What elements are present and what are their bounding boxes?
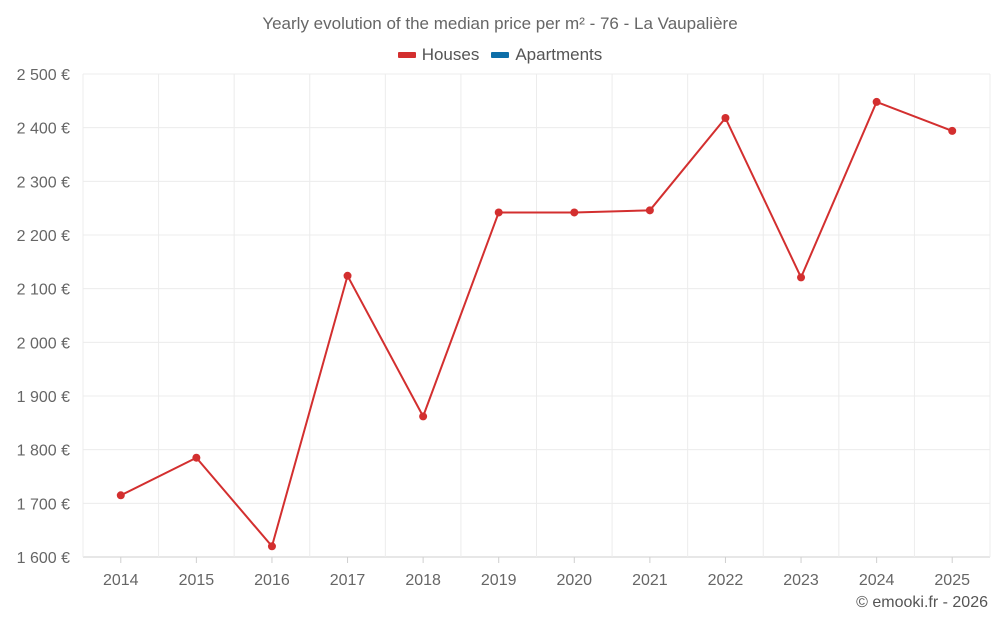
data-point-houses-2023[interactable] [797, 273, 806, 282]
data-point-houses-2025[interactable] [948, 126, 957, 135]
x-tick-label: 2017 [330, 572, 366, 589]
legend: Houses Apartments [0, 45, 1000, 65]
data-point-houses-2015[interactable] [192, 453, 201, 462]
legend-label-houses: Houses [421, 45, 480, 64]
x-tick-label: 2020 [556, 572, 592, 589]
y-tick-label: 2 000 € [17, 335, 70, 352]
x-tick-label: 2021 [632, 572, 668, 589]
x-tick-label: 2015 [179, 572, 215, 589]
y-tick-label: 1 700 € [17, 496, 70, 513]
x-tick-label: 2018 [405, 572, 441, 589]
y-tick-label: 2 400 € [17, 121, 70, 138]
credit-text: © emooki.fr - 2026 [856, 594, 988, 611]
legend-swatch-apartments [491, 52, 510, 58]
data-point-houses-2017[interactable] [343, 271, 352, 280]
data-point-houses-2021[interactable] [645, 206, 654, 215]
y-tick-label: 2 200 € [17, 228, 70, 245]
series-line-houses [120, 100, 953, 548]
y-tick-label: 1 900 € [17, 389, 70, 406]
y-tick-label: 2 100 € [17, 282, 70, 299]
data-point-houses-2024[interactable] [872, 97, 881, 106]
x-tick-label: 2022 [708, 572, 744, 589]
legend-item-houses[interactable]: Houses [397, 45, 480, 65]
data-point-houses-2016[interactable] [267, 542, 276, 551]
y-tick-label: 1 600 € [17, 550, 70, 567]
x-tick-label: 2016 [254, 572, 290, 589]
series-layer [116, 97, 957, 551]
data-point-houses-2020[interactable] [570, 208, 579, 217]
data-point-houses-2018[interactable] [419, 412, 428, 421]
legend-swatch-houses [397, 52, 416, 58]
chart-title: Yearly evolution of the median price per… [262, 14, 738, 33]
x-tick-label: 2014 [103, 572, 139, 589]
data-point-houses-2014[interactable] [116, 491, 125, 500]
y-axis: 1 600 € 1 700 € 1 800 € 1 900 € 2 000 € 2 100… [17, 67, 70, 567]
x-tick-label: 2025 [934, 572, 970, 589]
legend-label-apartments: Apartments [515, 45, 603, 64]
x-tick-label: 2019 [481, 572, 517, 589]
x-axis: 2014 2015 2016 2017 2018 2019 2020 2021 2022 2023… [103, 557, 970, 589]
x-tick-label: 2024 [859, 572, 895, 589]
data-point-houses-2019[interactable] [494, 208, 503, 217]
y-tick-label: 2 300 € [17, 174, 70, 191]
data-point-houses-2022[interactable] [721, 114, 730, 123]
legend-item-apartments[interactable]: Apartments [491, 45, 602, 65]
y-tick-label: 1 800 € [17, 443, 70, 460]
x-tick-label: 2023 [783, 572, 819, 589]
y-tick-label: 2 500 € [17, 67, 70, 84]
